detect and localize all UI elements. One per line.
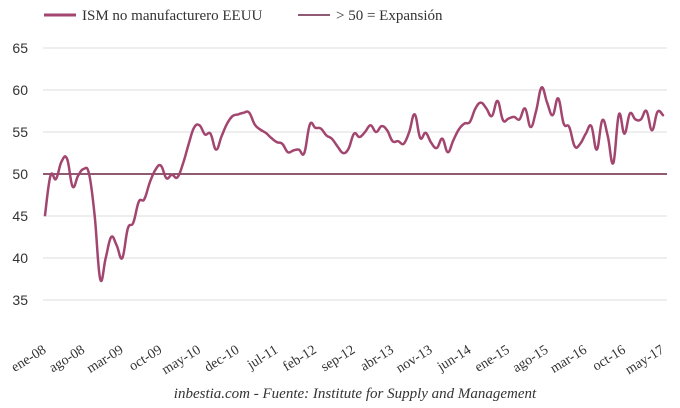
x-tick-label: mar-16 <box>548 343 590 377</box>
x-tick-label: ago-15 <box>510 343 551 376</box>
x-tick-label: ene-08 <box>9 343 49 376</box>
y-tick-label: 40 <box>12 250 28 266</box>
y-tick-label: 60 <box>12 82 28 98</box>
x-tick-label: ago-08 <box>47 343 88 376</box>
footer-source: inbestia.com - Fuente: Institute for Sup… <box>174 386 537 402</box>
legend-label-threshold[interactable]: > 50 = Expansión <box>336 8 443 24</box>
y-tick-label: 45 <box>12 208 28 224</box>
series-points <box>44 86 664 280</box>
x-tick-label: may-17 <box>623 343 667 378</box>
x-tick-label: may-10 <box>159 343 203 378</box>
y-tick-label: 35 <box>12 292 28 308</box>
x-tick-label: ene-15 <box>472 343 512 376</box>
x-tick-label: jul-11 <box>244 343 281 374</box>
y-tick-label: 65 <box>12 40 28 56</box>
x-tick-label: feb-12 <box>281 343 320 375</box>
legend[interactable]: ISM no manufacturero EEUU > 50 = Expansi… <box>44 8 443 24</box>
series-line-ism <box>43 86 665 283</box>
x-tick-label: mar-09 <box>84 343 126 377</box>
x-tick-label: oct-09 <box>127 343 165 375</box>
legend-label-ism[interactable]: ISM no manufacturero EEUU <box>82 8 263 24</box>
y-tick-label: 50 <box>12 166 28 182</box>
x-tick-label: nov-13 <box>394 343 436 377</box>
x-tick-label: oct-16 <box>590 343 628 375</box>
x-tick-label: sep-12 <box>319 343 359 376</box>
x-tick-label: jun-14 <box>434 343 474 376</box>
x-tick-label: dec-10 <box>202 343 242 376</box>
y-tick-label: 55 <box>12 124 28 140</box>
x-tick-label: abr-13 <box>358 343 397 375</box>
y-axis-ticks: 35 40 45 50 55 60 65 <box>12 40 28 308</box>
